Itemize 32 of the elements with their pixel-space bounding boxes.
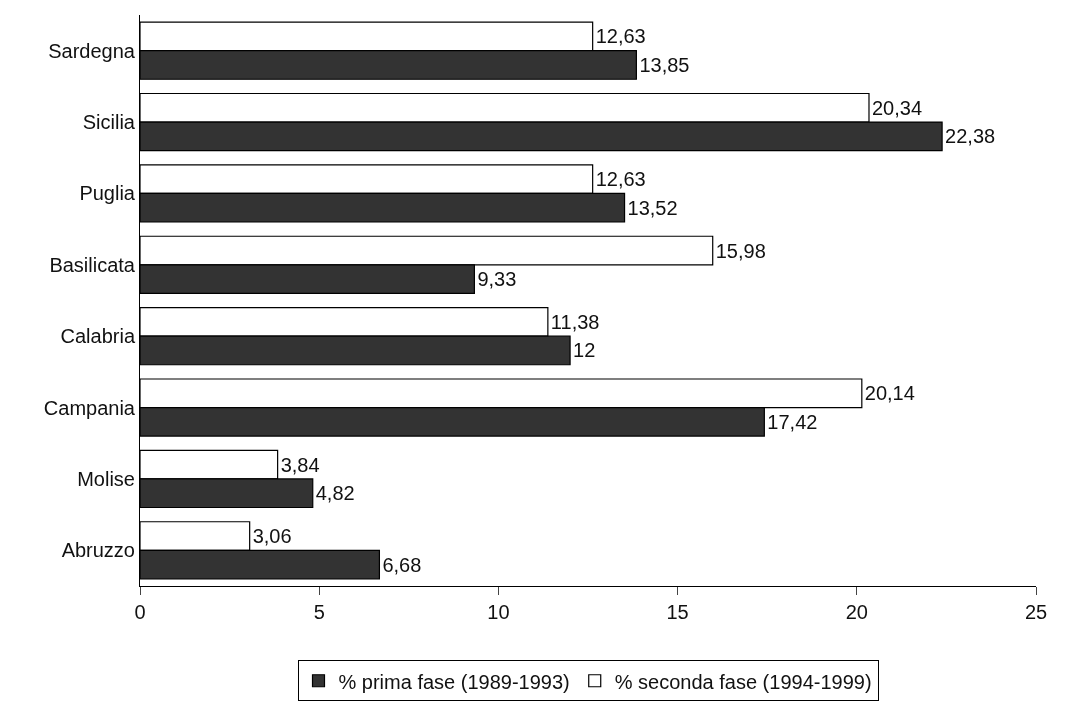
y-tick-label: Molise — [77, 467, 135, 490]
x-tick-label: 25 — [1024, 601, 1048, 623]
x-tick-label: 20 — [845, 601, 868, 623]
data-label: 11,38 — [550, 310, 600, 333]
data-label: 3,06 — [252, 525, 292, 548]
x-tick-label: 15 — [666, 601, 689, 623]
data-label: 13,52 — [627, 196, 678, 219]
y-tick-label: Basilicata — [49, 253, 136, 276]
data-label: 13,85 — [639, 53, 690, 76]
legend-label: % seconda fase (1994-1999) — [614, 670, 872, 693]
data-label: 12,63 — [595, 168, 646, 191]
data-label: 15,98 — [715, 239, 766, 262]
data-label: 4,82 — [315, 482, 355, 505]
data-label: 12 — [573, 339, 596, 362]
y-tick-label: Abruzzo — [61, 539, 135, 562]
data-label: 17,42 — [767, 410, 818, 433]
y-tick-label: Sardegna — [48, 39, 136, 62]
x-tick-label: 10 — [487, 601, 510, 623]
data-label: 22,38 — [945, 125, 996, 148]
x-tick-label: 5 — [313, 601, 325, 623]
x-tick-label: 0 — [134, 601, 146, 623]
y-tick-label: Puglia — [79, 182, 136, 205]
data-label: 20,14 — [864, 382, 915, 405]
legend-label: % prima fase (1989-1993) — [338, 670, 570, 693]
data-label: 12,63 — [595, 25, 646, 48]
data-label: 9,33 — [477, 268, 517, 291]
data-label: 20,34 — [871, 96, 923, 119]
data-label: 6,68 — [382, 553, 422, 576]
y-tick-label: Campania — [43, 396, 136, 419]
data-label: 3,84 — [280, 453, 320, 476]
y-tick-label: Calabria — [60, 325, 136, 348]
y-tick-label: Sicilia — [82, 111, 136, 134]
